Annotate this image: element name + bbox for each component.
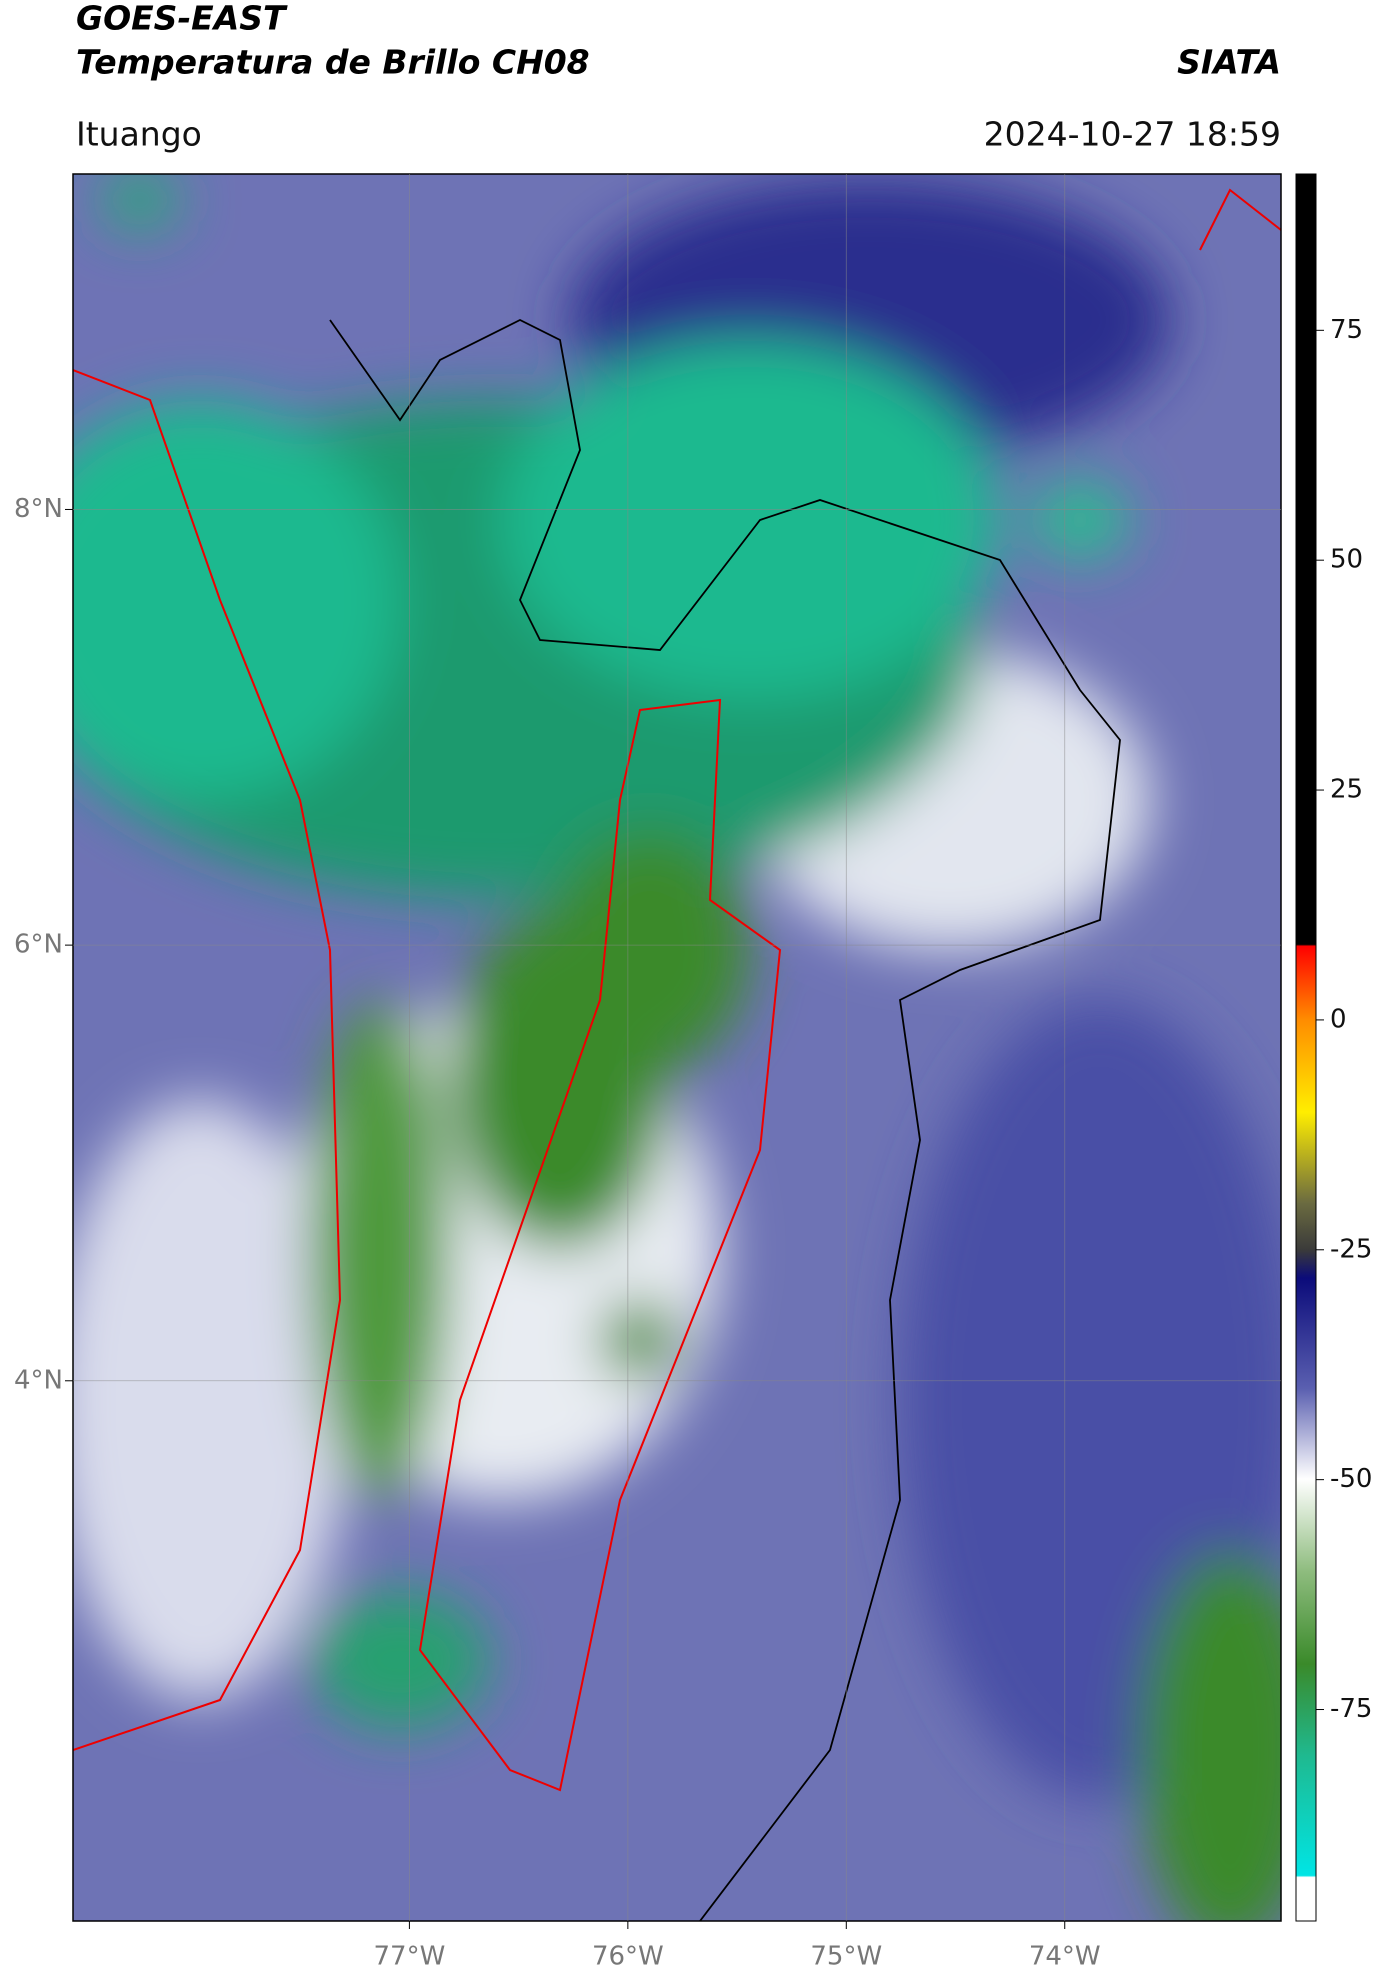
satellite-image xyxy=(73,174,1281,1921)
colorbar-tick-label: -25 xyxy=(1330,1234,1372,1264)
subtitle: Temperatura de Brillo CH08 xyxy=(76,43,590,82)
title: GOES-EAST xyxy=(76,0,288,38)
colorbar xyxy=(1295,173,1317,1922)
colorbar-tick-label: -75 xyxy=(1330,1694,1372,1724)
datetime: 2024-10-27 18:59 xyxy=(984,115,1281,154)
y-tick-label: 6°N xyxy=(14,930,63,960)
region: Ituango xyxy=(76,115,202,154)
colorbar-tick-label: 50 xyxy=(1330,545,1363,575)
x-tick-label: 74°W xyxy=(1029,1942,1101,1972)
y-tick-label: 8°N xyxy=(14,494,63,524)
colorbar-tick-label: 75 xyxy=(1330,315,1363,345)
map-frame xyxy=(72,173,1282,1922)
x-tick-label: 77°W xyxy=(374,1942,446,1972)
x-tick-label: 75°W xyxy=(810,1942,882,1972)
colorbar-tick-label: 0 xyxy=(1330,1004,1347,1034)
y-tick-label: 4°N xyxy=(14,1365,63,1395)
colorbar-tick-label: 25 xyxy=(1330,775,1363,805)
source: SIATA xyxy=(1177,43,1281,82)
x-tick-label: 76°W xyxy=(592,1942,664,1972)
colorbar-tick-label: -50 xyxy=(1330,1464,1372,1494)
